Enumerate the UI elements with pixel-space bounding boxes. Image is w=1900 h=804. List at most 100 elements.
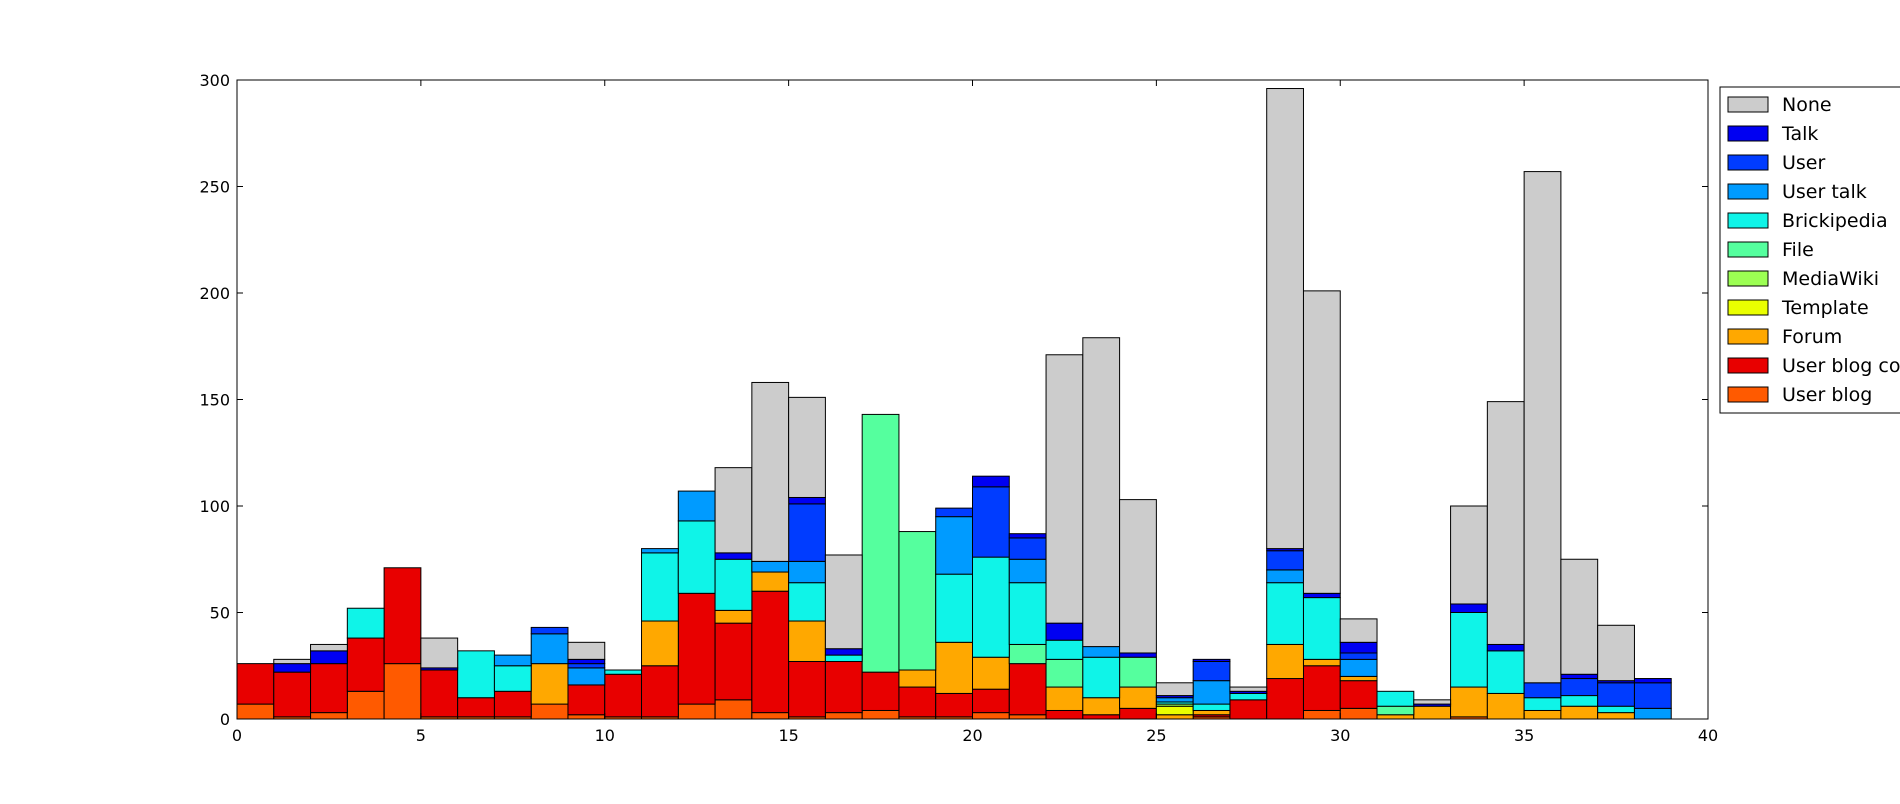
bar-segment [972,475,1010,488]
series-none [273,88,1635,705]
bar-segment [1119,652,1157,658]
legend-label: File [1782,239,1814,261]
bar-segment [1633,678,1672,684]
legend-label: User talk [1782,181,1867,203]
bar-segment [567,663,606,669]
legend-label: Brickipedia [1782,210,1888,232]
bar-segment [236,663,275,705]
bar-segment [530,626,569,635]
bar-segment [677,490,716,522]
bar-segment [236,703,275,720]
bar-segment [383,663,422,720]
x-tick-label: 20 [962,726,982,745]
bar-segment [1560,705,1599,720]
bar-segment [1339,652,1378,660]
bar-segment [788,496,826,505]
bar-segment [641,548,679,554]
bar-segment [1523,697,1562,711]
bar-segment [861,709,900,720]
bar-segment [1376,690,1415,707]
bar-segment [1192,709,1231,716]
bar-segment [751,590,790,714]
bar-segment [1339,658,1378,677]
legend-label: User [1782,152,1825,174]
legend-swatch [1727,96,1769,113]
bar-segment [714,467,753,554]
bar-segment [1376,705,1415,716]
bar-segment [567,667,606,686]
series-user-blog-comment [236,567,1378,720]
bar-segment [567,714,606,720]
bar-segment [1523,171,1562,684]
y-tick-label: 200 [199,284,230,303]
x-tick-label: 5 [416,726,426,745]
bar-segment [788,620,826,662]
y-tick-label: 100 [199,497,230,516]
bar-segment [1045,658,1084,688]
series-template [1155,705,1194,716]
bar-segment [677,703,716,720]
legend-swatch [1727,212,1769,229]
y-tick-label: 150 [199,391,230,410]
bar-segment [1523,709,1562,720]
bar-segment [788,396,826,498]
bar-segment [972,556,1010,658]
bar-segment [1008,537,1047,560]
bar-segment [714,622,753,701]
bar-segment [1082,697,1121,716]
bar-segment [420,637,459,669]
bar-segment [1192,680,1231,705]
bar-segment [751,571,790,592]
bar-segment [1486,650,1525,694]
bar-segment [1266,643,1304,680]
bar-segment [1486,643,1525,652]
bar-segment [824,554,863,650]
bar-segment [1008,533,1047,539]
bar-segment [1450,603,1488,613]
series-user [530,486,1672,709]
bar-segment [641,552,679,622]
legend-swatch [1727,328,1769,345]
bar-segment [1597,682,1635,707]
bar-segment [273,671,312,718]
bar-segment [714,699,753,720]
bar-segment [714,609,753,624]
bar-segment [1008,714,1047,720]
bar-segment [1082,656,1121,699]
bar-segment [751,381,790,562]
series-brickipedia [346,520,1635,714]
bar-segment [1597,712,1635,720]
y-tick-label: 300 [199,71,230,90]
bar-segment [493,665,532,692]
bar-segment [1560,558,1599,675]
bar-segment [1155,705,1194,716]
x-tick-label: 25 [1146,726,1166,745]
bar-segment [861,413,900,673]
bar-segment [1523,682,1562,699]
bar-segment [1302,665,1341,711]
bar-segment [861,671,900,711]
bar-segment [1266,88,1304,550]
bar-segment [1155,682,1194,697]
bar-segment [1155,714,1194,720]
bar-segment [1119,707,1157,720]
x-tick-label: 35 [1514,726,1534,745]
bar-segment [1192,703,1231,711]
bar-segment [1119,656,1157,688]
bar-segment [1486,692,1525,720]
bar-segment [1045,639,1084,660]
bar-segment [1560,678,1599,697]
bar-segment [1302,592,1341,599]
bars-layer [236,88,1672,720]
legend-label: Forum [1782,326,1842,348]
bar-segment [1119,686,1157,709]
bar-segment [824,654,863,662]
legend-swatch [1727,270,1769,287]
bar-segment [751,712,790,720]
bar-segment [1339,707,1378,720]
bar-segment [1229,692,1268,701]
bar-segment [1192,658,1231,662]
bar-segment [677,592,716,705]
